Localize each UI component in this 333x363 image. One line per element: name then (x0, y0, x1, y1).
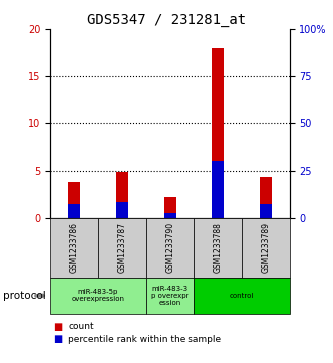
Text: percentile rank within the sample: percentile rank within the sample (68, 335, 221, 344)
Bar (164, 213, 176, 218)
Text: GDS5347 / 231281_at: GDS5347 / 231281_at (87, 13, 246, 27)
Bar (260, 177, 272, 218)
Text: control: control (229, 293, 254, 299)
Text: ■: ■ (53, 322, 63, 332)
Text: miR-483-3
p overexpr
ession: miR-483-3 p overexpr ession (151, 286, 188, 306)
Text: count: count (68, 322, 94, 331)
Bar (68, 182, 80, 218)
Text: GSM1233790: GSM1233790 (165, 222, 174, 273)
Text: GSM1233788: GSM1233788 (213, 222, 222, 273)
Bar (212, 161, 224, 218)
Text: ■: ■ (53, 334, 63, 344)
Text: protocol: protocol (3, 291, 46, 301)
Bar (116, 202, 128, 218)
Bar (68, 204, 80, 218)
Text: GSM1233789: GSM1233789 (261, 222, 270, 273)
Bar (164, 197, 176, 218)
Bar (260, 204, 272, 218)
Text: GSM1233787: GSM1233787 (117, 222, 127, 273)
Bar (116, 172, 128, 218)
Text: miR-483-5p
overexpression: miR-483-5p overexpression (71, 289, 125, 302)
Bar (212, 48, 224, 218)
Text: GSM1233786: GSM1233786 (69, 222, 79, 273)
